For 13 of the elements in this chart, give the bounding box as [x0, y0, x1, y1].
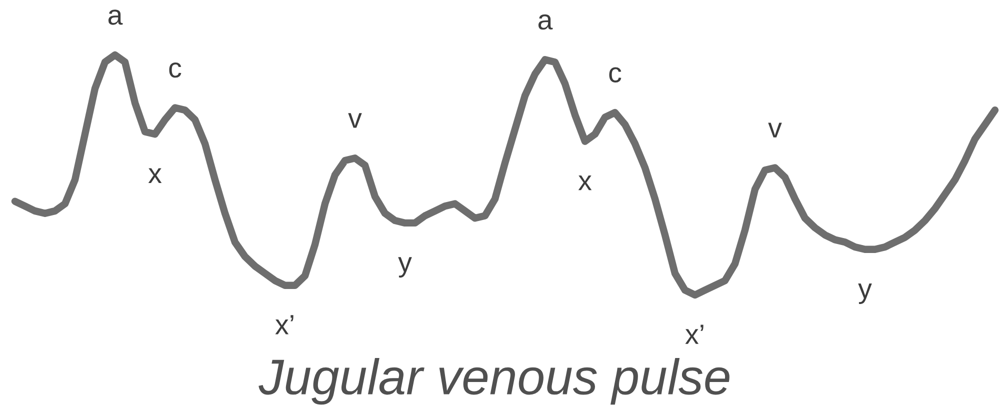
annotation: a	[108, 10, 123, 25]
annotation: y	[398, 257, 412, 278]
annotation: a	[538, 14, 553, 30]
text: Jugular venous pulse	[258, 358, 730, 405]
annotation: v	[768, 122, 782, 138]
annotation: y	[858, 284, 872, 304]
annotation: x’	[275, 315, 294, 334]
annotation: v	[348, 113, 362, 128]
annotation: x	[578, 175, 592, 190]
annotation: c	[609, 67, 622, 82]
annotation: x’	[685, 324, 704, 344]
annotation: x	[148, 168, 162, 183]
annotation: c	[169, 62, 182, 78]
